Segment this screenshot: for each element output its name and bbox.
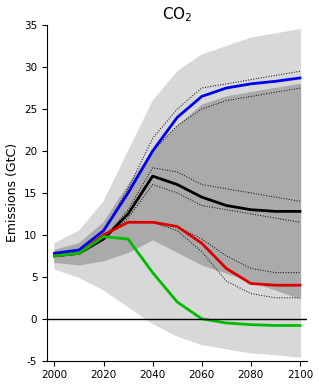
Y-axis label: Emissions (GtC): Emissions (GtC)	[5, 143, 19, 242]
Title: CO$_2$: CO$_2$	[162, 5, 192, 24]
